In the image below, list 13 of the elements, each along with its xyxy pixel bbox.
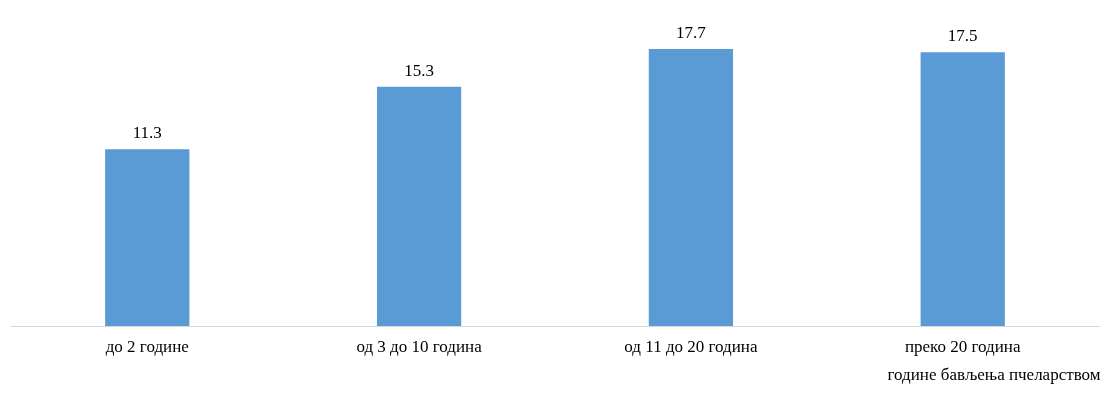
x-tick-label: до 2 године: [105, 336, 189, 356]
bar: [376, 86, 462, 326]
data-label: 17.7: [676, 23, 707, 43]
x-tick-label: од 3 до 10 година: [356, 336, 483, 356]
bar: [648, 49, 734, 326]
bar: [105, 149, 190, 326]
data-label: 17.5: [947, 26, 978, 46]
data-label: 15.3: [404, 60, 434, 80]
data-label: 11.3: [132, 123, 162, 143]
x-tick-label: преко 20 година: [904, 336, 1021, 356]
x-axis-title: године бављења пчеларством: [887, 364, 1101, 384]
bar: [920, 52, 1005, 326]
x-tick-label: од 11 до 20 година: [624, 336, 758, 356]
